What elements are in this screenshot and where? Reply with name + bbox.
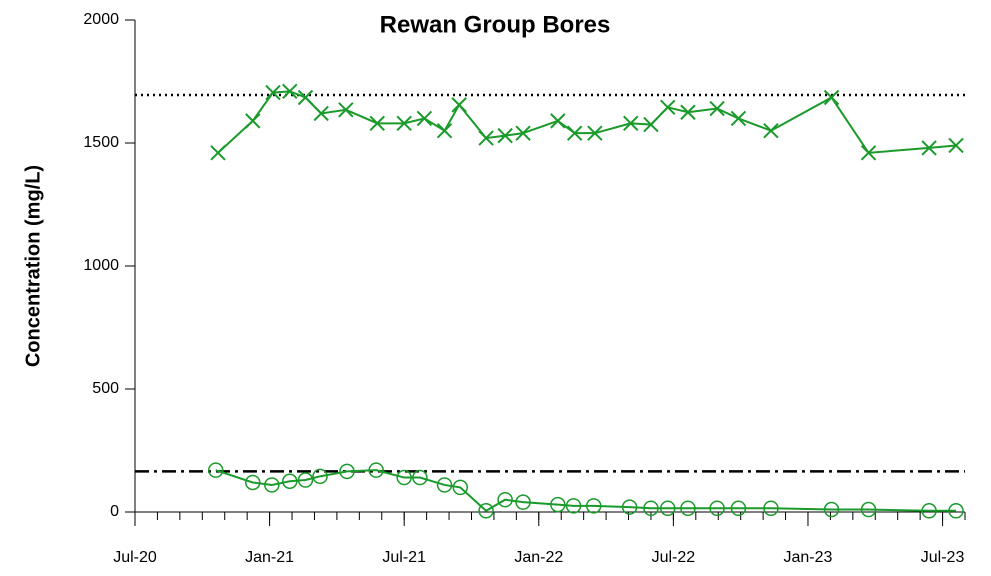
x-tick-label: Jul-21 xyxy=(382,549,426,566)
marker-circle xyxy=(312,468,328,485)
marker-circle xyxy=(550,496,566,513)
series-line xyxy=(215,469,957,513)
marker-circle xyxy=(515,494,531,510)
marker-circle xyxy=(264,477,280,493)
marker-x xyxy=(416,110,433,127)
marker-x xyxy=(265,84,281,101)
marker-circle xyxy=(565,498,582,514)
x-tick-label: Jan-23 xyxy=(784,549,833,566)
marker-circle xyxy=(208,462,224,478)
y-tick-label: 500 xyxy=(92,380,119,397)
marker-circle xyxy=(680,500,696,517)
x-tick-label: Jan-22 xyxy=(514,549,563,566)
chart-title: Rewan Group Bores xyxy=(380,11,611,38)
marker-circle xyxy=(339,463,355,480)
marker-x xyxy=(823,89,840,106)
x-tick-label: Jul-22 xyxy=(652,549,696,566)
marker-x xyxy=(338,102,354,118)
marker-x xyxy=(478,130,494,146)
y-axis-label: Concentration (mg/L) xyxy=(22,165,44,367)
marker-x xyxy=(623,115,639,132)
marker-x xyxy=(451,97,467,113)
marker-circle xyxy=(412,469,428,486)
marker-x xyxy=(948,137,964,154)
marker-x xyxy=(860,145,877,161)
x-tick-label: Jan-21 xyxy=(245,549,294,566)
marker-x xyxy=(763,122,779,139)
marker-x xyxy=(396,115,412,132)
marker-circle xyxy=(763,500,779,517)
y-tick-label: 2000 xyxy=(83,11,119,28)
marker-circle xyxy=(709,500,725,517)
marker-circle xyxy=(497,491,513,508)
marker-circle xyxy=(660,500,676,517)
marker-circle xyxy=(643,500,659,517)
marker-x xyxy=(709,100,725,117)
marker-circle xyxy=(478,503,494,519)
marker-circle xyxy=(282,473,298,489)
marker-circle xyxy=(297,472,314,488)
marker-circle xyxy=(948,503,964,519)
marker-x xyxy=(436,122,453,139)
y-tick-label: 0 xyxy=(110,503,119,520)
marker-circle xyxy=(823,501,840,518)
marker-x xyxy=(921,140,937,156)
marker-x xyxy=(730,110,747,127)
marker-circle xyxy=(621,499,638,515)
marker-circle xyxy=(730,500,747,517)
marker-x xyxy=(550,113,566,129)
marker-x xyxy=(515,125,531,141)
marker-circle xyxy=(368,462,384,478)
marker-x xyxy=(210,145,226,161)
marker-x xyxy=(643,116,659,133)
marker-circle xyxy=(245,474,261,491)
marker-circle xyxy=(921,503,937,519)
marker-x xyxy=(566,125,583,141)
marker-circle xyxy=(396,469,412,486)
marker-circle xyxy=(585,498,602,514)
marker-x xyxy=(369,115,385,132)
y-tick-label: 1000 xyxy=(83,257,119,274)
y-tick-label: 1500 xyxy=(83,134,119,151)
marker-circle xyxy=(860,501,877,518)
marker-x xyxy=(497,127,513,144)
x-tick-label: Jul-23 xyxy=(921,549,965,566)
marker-x xyxy=(660,99,676,116)
series-line xyxy=(217,90,957,154)
marker-circle xyxy=(436,477,453,493)
marker-x xyxy=(297,89,314,106)
marker-x xyxy=(680,104,696,120)
marker-x xyxy=(313,105,329,122)
x-tick-label: Jul-20 xyxy=(113,549,157,566)
marker-circle xyxy=(452,479,469,496)
marker-x xyxy=(282,83,298,100)
marker-x xyxy=(587,125,603,141)
marker-x xyxy=(245,113,261,129)
